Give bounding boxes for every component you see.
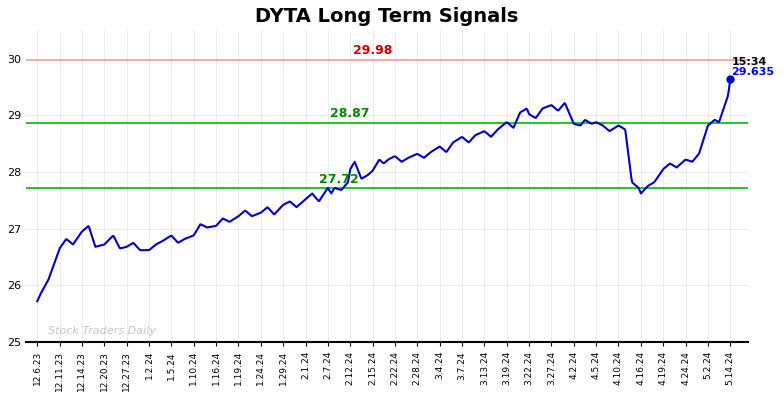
Text: 28.87: 28.87 (331, 107, 370, 121)
Text: 15:34: 15:34 (731, 57, 767, 67)
Text: 29.98: 29.98 (353, 45, 392, 57)
Text: Stock Traders Daily: Stock Traders Daily (49, 326, 157, 336)
Text: 27.72: 27.72 (319, 173, 359, 185)
Title: DYTA Long Term Signals: DYTA Long Term Signals (256, 7, 519, 26)
Text: 29.635: 29.635 (731, 67, 775, 77)
